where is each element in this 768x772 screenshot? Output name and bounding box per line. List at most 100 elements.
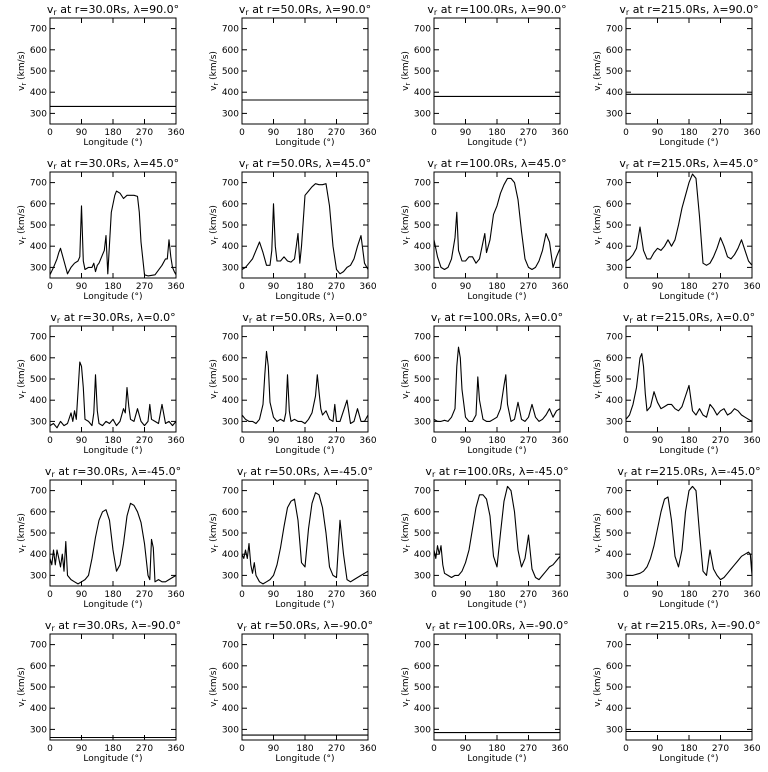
x-tick-label: 180 [680,590,697,600]
y-tick-label: 600 [30,200,47,210]
x-tick-label: 360 [359,744,376,754]
x-tick-label: 0 [431,282,437,292]
plot-frame [625,633,753,741]
y-tick-label: 300 [222,417,239,427]
panel-title: vr at r=100.0Rs, λ=90.0° [427,3,566,17]
y-tick-label: 300 [222,571,239,581]
plot-frame [241,17,369,125]
y-tick-label: 700 [222,487,239,497]
y-tick-label: 600 [30,354,47,364]
x-tick-label: 180 [104,282,121,292]
y-tick-label: 300 [414,417,431,427]
x-tick-label: 180 [680,128,697,138]
x-axis-label: Longitude (°) [659,446,718,456]
x-tick-label: 90 [652,128,664,138]
y-axis-label: vr (km/s) [593,51,604,91]
x-tick-label: 270 [136,590,153,600]
x-tick-label: 270 [136,744,153,754]
y-axis-label: vr (km/s) [401,51,412,91]
y-axis-label: vr (km/s) [17,205,28,245]
y-tick-label: 300 [30,263,47,273]
y-axis-label: vr (km/s) [17,359,28,399]
panel-title: vr at r=100.0Rs, λ=-45.0° [425,465,568,479]
panel-8: vr at r=215.0Rs, λ=45.0° 0 90 180 270 360 300 4… [593,157,761,302]
panel-1: vr at r=30.0Rs, λ=90.0° 0 90 180 270 360 300 40… [17,3,185,148]
panel-title: vr at r=50.0Rs, λ=-45.0° [237,465,373,479]
y-tick-label: 400 [606,396,623,406]
y-tick-label: 500 [222,375,239,385]
y-tick-label: 400 [222,396,239,406]
x-tick-label: 270 [520,744,537,754]
x-tick-label: 0 [239,590,245,600]
panel-title: vr at r=30.0Rs, λ=0.0° [50,311,175,325]
plot-frame [49,479,177,587]
panel-14: vr at r=50.0Rs, λ=-45.0° 0 90 180 270 360 300 4… [209,465,377,610]
y-tick-label: 300 [414,571,431,581]
vr-series-line [49,361,177,429]
x-axis-label: Longitude (°) [275,446,334,456]
y-axis-label: vr (km/s) [593,359,604,399]
y-tick-label: 400 [414,396,431,406]
y-tick-label: 300 [222,263,239,273]
y-tick-label: 700 [30,333,47,343]
panel-5: vr at r=30.0Rs, λ=45.0° 0 90 180 270 360 300 40… [17,157,185,302]
panel-3: vr at r=100.0Rs, λ=90.0° 0 90 180 270 360 300 4… [401,3,569,148]
y-tick-label: 600 [414,200,431,210]
x-axis-label: Longitude (°) [275,600,334,610]
x-axis-label: Longitude (°) [275,138,334,148]
x-tick-label: 0 [239,128,245,138]
y-tick-label: 500 [30,375,47,385]
y-axis-label: vr (km/s) [209,205,220,245]
x-tick-label: 360 [167,128,184,138]
y-tick-label: 500 [222,221,239,231]
x-axis-label: Longitude (°) [467,292,526,302]
y-tick-label: 400 [30,550,47,560]
x-tick-label: 360 [551,282,568,292]
plot-frame [625,17,753,125]
plot-frame [433,479,561,587]
y-tick-label: 600 [222,200,239,210]
y-tick-label: 600 [606,200,623,210]
y-tick-label: 700 [606,333,623,343]
panel-title: vr at r=100.0Rs, λ=-90.0° [425,619,568,633]
y-tick-label: 300 [30,417,47,427]
y-tick-label: 500 [30,529,47,539]
y-axis-label: vr (km/s) [401,667,412,707]
vr-series-line [49,190,177,277]
plot-frame [49,17,177,125]
y-tick-label: 700 [222,25,239,35]
y-tick-label: 600 [30,46,47,56]
panel-17: vr at r=30.0Rs, λ=-90.0° 0 90 180 270 360 300 4… [17,619,185,764]
x-tick-label: 180 [104,590,121,600]
x-tick-label: 180 [488,744,505,754]
y-tick-label: 500 [30,221,47,231]
vr-series-line [625,173,753,266]
vr-series-line [241,183,369,275]
x-tick-label: 90 [76,590,88,600]
y-tick-label: 400 [606,242,623,252]
x-tick-label: 360 [551,128,568,138]
x-axis-label: Longitude (°) [83,600,142,610]
x-tick-label: 0 [47,128,53,138]
x-axis-label: Longitude (°) [659,292,718,302]
y-tick-label: 600 [222,354,239,364]
x-tick-label: 90 [460,282,472,292]
vr-series-line [241,492,369,585]
y-tick-label: 400 [30,242,47,252]
x-axis-label: Longitude (°) [275,754,334,764]
x-tick-label: 270 [712,436,729,446]
y-tick-label: 500 [222,67,239,77]
panel-6: vr at r=50.0Rs, λ=45.0° 0 90 180 270 360 300 40… [209,157,377,302]
y-tick-label: 700 [222,179,239,189]
plot-frame [49,171,177,279]
y-tick-label: 400 [606,550,623,560]
y-tick-label: 400 [606,88,623,98]
y-tick-label: 400 [30,88,47,98]
y-tick-label: 400 [30,704,47,714]
y-tick-label: 600 [222,662,239,672]
y-tick-label: 500 [222,683,239,693]
y-tick-label: 500 [606,529,623,539]
x-tick-label: 0 [47,436,53,446]
panel-13: vr at r=30.0Rs, λ=-45.0° 0 90 180 270 360 300 4… [17,465,185,610]
panel-12: vr at r=215.0Rs, λ=0.0° 0 90 180 270 360 300 40… [593,311,761,456]
